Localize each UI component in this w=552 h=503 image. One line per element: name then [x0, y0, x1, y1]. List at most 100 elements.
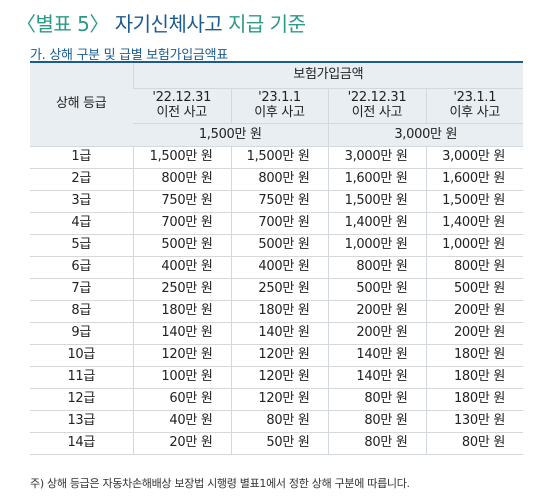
table-row: 13급 40만 원 80만 원 80만 원 130만 원: [30, 410, 524, 433]
amount-cell: 500만 원: [425, 278, 524, 301]
table-row: 14급 20만 원 50만 원 80만 원 80만 원: [30, 432, 524, 455]
amount-cell: 750만 원: [132, 190, 231, 213]
period-header: '22.12.31 이전 사고: [133, 88, 231, 124]
table-body: 1급 1,500만 원 1,500만 원 3,000만 원 3,000만 원 2급 800만…: [30, 146, 524, 455]
amount-cell: 800만 원: [425, 256, 524, 279]
amount-cell: 180만 원: [425, 366, 524, 389]
page-title: 〈별표 5〉 자기신체사고 지급 기준: [16, 8, 306, 37]
amount-cell: 1,500만 원: [327, 190, 426, 213]
grade-cell: 9급: [30, 322, 133, 345]
amount-cell: 250만 원: [230, 278, 328, 301]
amount-cell: 80만 원: [230, 410, 328, 433]
grade-cell: 2급: [30, 168, 133, 191]
amount-cell: 60만 원: [132, 388, 231, 411]
amount-cell: 1,600만 원: [425, 168, 524, 191]
amount-group-header: 보험가입금액: [132, 63, 524, 89]
amount-cell: 1,400만 원: [327, 212, 426, 235]
table-row: 1급 1,500만 원 1,500만 원 3,000만 원 3,000만 원: [30, 146, 524, 169]
table-row: 11급 100만 원 120만 원 140만 원 180만 원: [30, 366, 524, 389]
amount-cell: 700만 원: [132, 212, 231, 235]
amount-cell: 180만 원: [132, 300, 231, 323]
amount-cell: 120만 원: [230, 344, 328, 367]
period-header: '22.12.31 이전 사고: [327, 88, 426, 124]
grade-cell: 14급: [30, 432, 133, 455]
amount-cell: 140만 원: [230, 322, 328, 345]
amount-cell: 3,000만 원: [425, 146, 524, 169]
table-row: 7급 250만 원 250만 원 500만 원 500만 원: [30, 278, 524, 301]
amount-cell: 200만 원: [425, 300, 524, 323]
amount-cell: 1,600만 원: [327, 168, 426, 191]
amount-cell: 400만 원: [230, 256, 328, 279]
amount-cell: 120만 원: [230, 366, 328, 389]
amount-cell: 500만 원: [230, 234, 328, 257]
table-row: 12급 60만 원 120만 원 80만 원 180만 원: [30, 388, 524, 411]
amount-cell: 120만 원: [230, 388, 328, 411]
table-row: 5급 500만 원 500만 원 1,000만 원 1,000만 원: [30, 234, 524, 257]
amount-cell: 700만 원: [230, 212, 328, 235]
amount-cell: 200만 원: [327, 300, 426, 323]
appendix-label: 〈별표 5〉: [16, 12, 109, 36]
amount-cell: 80만 원: [327, 388, 426, 411]
footnote: 주) 상해 등급은 자동차손해배상 보장법 시행령 별표1에서 정한 상해 구분…: [30, 477, 410, 490]
amount-cell: 800만 원: [327, 256, 426, 279]
amount-cell: 180만 원: [230, 300, 328, 323]
grade-cell: 8급: [30, 300, 133, 323]
grade-cell: 1급: [30, 146, 133, 169]
grade-cell: 4급: [30, 212, 133, 235]
table-row: 2급 800만 원 800만 원 1,600만 원 1,600만 원: [30, 168, 524, 191]
amount-cell: 120만 원: [132, 344, 231, 367]
amount-cell: 80만 원: [327, 432, 426, 455]
amount-cell: 20만 원: [132, 432, 231, 455]
amount-tier-header: 3,000만 원: [327, 123, 524, 147]
amount-cell: 800만 원: [132, 168, 231, 191]
insurance-amount-table: 상해 등급 보험가입금액 '22.12.31 이전 사고 '23.1.1 이후 사고…: [30, 63, 524, 455]
grade-cell: 5급: [30, 234, 133, 257]
amount-cell: 1,000만 원: [327, 234, 426, 257]
amount-cell: 250만 원: [132, 278, 231, 301]
grade-cell: 3급: [30, 190, 133, 213]
amount-cell: 200만 원: [425, 322, 524, 345]
amount-cell: 130만 원: [425, 410, 524, 433]
amount-cell: 100만 원: [132, 366, 231, 389]
amount-cell: 140만 원: [132, 322, 231, 345]
table-row: 6급 400만 원 400만 원 800만 원 800만 원: [30, 256, 524, 279]
grade-cell: 11급: [30, 366, 133, 389]
title-suffix: 지급 기준: [228, 12, 306, 36]
table-row: 10급 120만 원 120만 원 140만 원 180만 원: [30, 344, 524, 367]
amount-tier-header: 1,500만 원: [133, 123, 328, 147]
amount-cell: 400만 원: [132, 256, 231, 279]
grade-cell: 6급: [30, 256, 133, 279]
title-main: 자기신체사고: [114, 12, 223, 36]
amount-cell: 40만 원: [132, 410, 231, 433]
amount-cell: 80만 원: [327, 410, 426, 433]
table-row: 4급 700만 원 700만 원 1,400만 원 1,400만 원: [30, 212, 524, 235]
amount-cell: 200만 원: [327, 322, 426, 345]
amount-cell: 80만 원: [425, 432, 524, 455]
amount-cell: 1,500만 원: [132, 146, 231, 169]
amount-cell: 500만 원: [132, 234, 231, 257]
amount-cell: 1,000만 원: [425, 234, 524, 257]
amount-cell: 180만 원: [425, 388, 524, 411]
amount-cell: 140만 원: [327, 366, 426, 389]
amount-cell: 140만 원: [327, 344, 426, 367]
grade-cell: 13급: [30, 410, 133, 433]
amount-cell: 1,400만 원: [425, 212, 524, 235]
amount-cell: 3,000만 원: [327, 146, 426, 169]
period-header: '23.1.1 이후 사고: [425, 88, 524, 124]
amount-cell: 500만 원: [327, 278, 426, 301]
table-row: 3급 750만 원 750만 원 1,500만 원 1,500만 원: [30, 190, 524, 213]
grade-cell: 10급: [30, 344, 133, 367]
amount-cell: 50만 원: [230, 432, 328, 455]
grade-column-header: 상해 등급: [30, 63, 133, 147]
amount-cell: 800만 원: [230, 168, 328, 191]
grade-cell: 12급: [30, 388, 133, 411]
header-rule: [30, 61, 523, 63]
table-row: 8급 180만 원 180만 원 200만 원 200만 원: [30, 300, 524, 323]
grade-cell: 7급: [30, 278, 133, 301]
table-row: 9급 140만 원 140만 원 200만 원 200만 원: [30, 322, 524, 345]
amount-cell: 180만 원: [425, 344, 524, 367]
period-header: '23.1.1 이후 사고: [230, 88, 328, 124]
amount-cell: 750만 원: [230, 190, 328, 213]
amount-cell: 1,500만 원: [425, 190, 524, 213]
table-subtitle: 가. 상해 구분 및 급별 보험가입금액표: [30, 48, 228, 63]
